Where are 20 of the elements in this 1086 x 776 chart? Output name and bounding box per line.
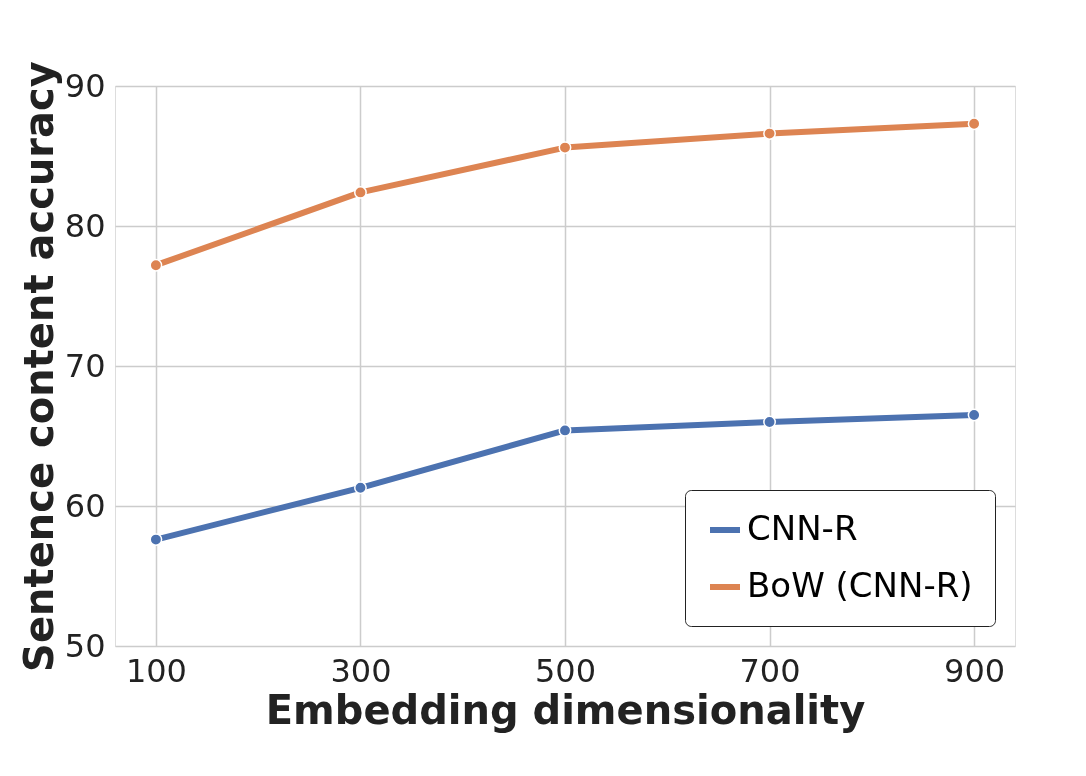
point xyxy=(558,141,572,155)
point xyxy=(763,415,776,429)
y-tick-label: 90 xyxy=(64,66,106,105)
point xyxy=(149,258,163,272)
point xyxy=(558,423,572,437)
point xyxy=(967,408,981,422)
legend-label: BoW (CNN-R) xyxy=(747,565,973,605)
x-tick-label: 100 xyxy=(125,651,187,690)
y-tick-label: 80 xyxy=(64,206,106,245)
point xyxy=(354,481,367,495)
point xyxy=(149,533,163,547)
point xyxy=(354,185,367,199)
y-tick-label: 50 xyxy=(64,626,106,665)
point xyxy=(967,117,981,131)
legend-label: CNN-R xyxy=(747,508,858,548)
point xyxy=(763,127,776,141)
y-axis-title: Sentence content accuracy xyxy=(15,61,62,672)
x-tick-label: 900 xyxy=(944,651,1006,690)
y-tick-label: 70 xyxy=(64,346,106,385)
y-tick-label: 60 xyxy=(64,486,106,525)
